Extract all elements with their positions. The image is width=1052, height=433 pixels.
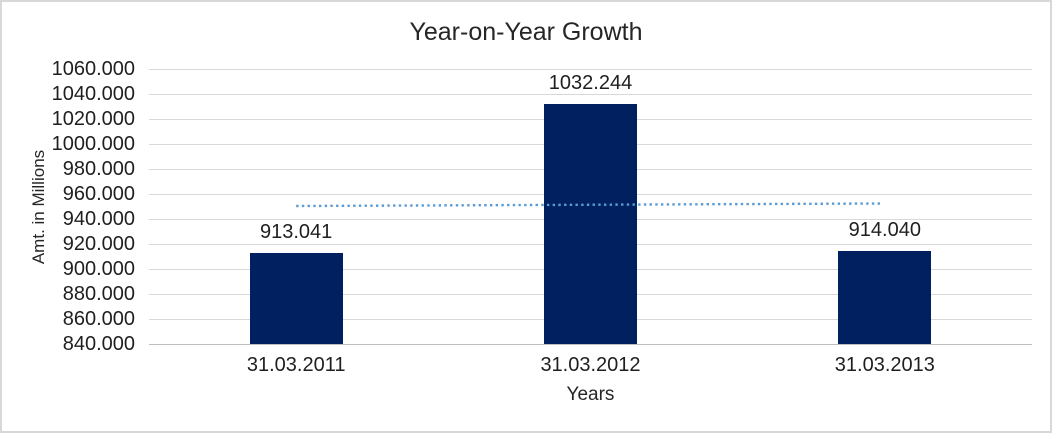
data-label: 913.041 <box>260 220 333 243</box>
x-axis-title: Years <box>566 384 615 405</box>
y-tick-label: 880.000 <box>62 283 135 305</box>
bar <box>838 251 932 344</box>
category-label: 31.03.2013 <box>834 354 935 376</box>
y-tick-label: 1000.000 <box>51 133 135 155</box>
y-tick-label: 840.000 <box>62 333 135 355</box>
y-tick-label: 1060.000 <box>51 58 135 80</box>
y-tick-label: 940.000 <box>62 208 135 230</box>
category-label: 31.03.2011 <box>246 354 346 376</box>
gridline <box>149 68 1032 70</box>
y-tick-label: 860.000 <box>62 308 135 330</box>
y-tick-label: 960.000 <box>62 183 135 205</box>
bar <box>249 252 343 344</box>
y-tick-label: 980.000 <box>62 158 135 180</box>
data-label: 914.040 <box>848 219 921 242</box>
data-label: 1032.244 <box>548 71 633 94</box>
y-tick-label: 900.000 <box>62 258 135 280</box>
gridline <box>149 93 1032 95</box>
y-tick-label: 1020.000 <box>51 108 135 130</box>
bar <box>544 103 637 344</box>
y-tick-label: 1040.000 <box>51 83 135 105</box>
y-tick-label: 920.000 <box>62 233 135 255</box>
x-axis-line <box>149 343 1032 345</box>
chart-title: Year-on-Year Growth <box>409 18 643 46</box>
category-label: 31.03.2012 <box>540 354 641 376</box>
